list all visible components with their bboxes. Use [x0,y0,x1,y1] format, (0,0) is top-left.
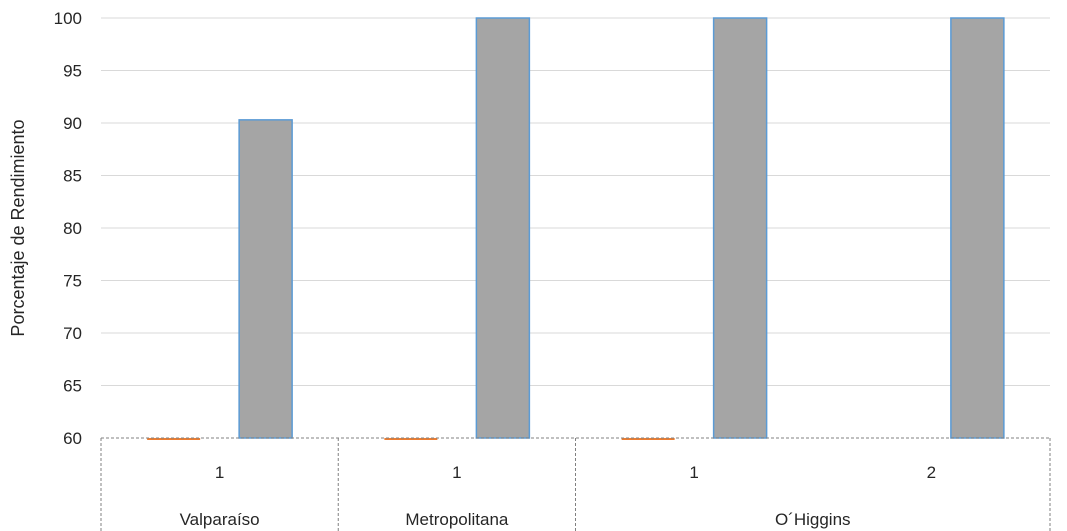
y-tick-label: 95 [63,62,82,81]
x-tick-label: 2 [927,463,936,482]
x-tick-label: 1 [452,463,461,482]
y-tick-label: 65 [63,377,82,396]
x-group-label: Metropolitana [405,510,509,529]
bar-series2-cat3 [712,17,768,439]
x-tick-label: 1 [215,463,224,482]
y-tick-label: 75 [63,272,82,291]
bar-series2-cat4 [950,17,1005,439]
bars [147,17,1005,440]
bar-series2-cat1 [238,119,293,439]
y-tick-label: 85 [63,167,82,186]
y-tick-label: 90 [63,114,82,133]
x-axis: 1 1 1 2 Valparaíso Metropolitana O´Higgins [100,437,1051,531]
y-tick-label: 80 [63,219,82,238]
bar-series2-cat2 [475,17,531,439]
y-tick-label: 70 [63,324,82,343]
y-tick-label: 100 [54,9,82,28]
x-group-label: Valparaíso [180,510,260,529]
y-axis-ticks: 60 65 70 75 80 85 90 95 100 [54,9,82,448]
x-tick-label: 1 [689,463,698,482]
x-group-label: O´Higgins [775,510,851,529]
y-axis-label: Porcentaje de Rendimiento [8,119,28,336]
y-tick-label: 60 [63,429,82,448]
